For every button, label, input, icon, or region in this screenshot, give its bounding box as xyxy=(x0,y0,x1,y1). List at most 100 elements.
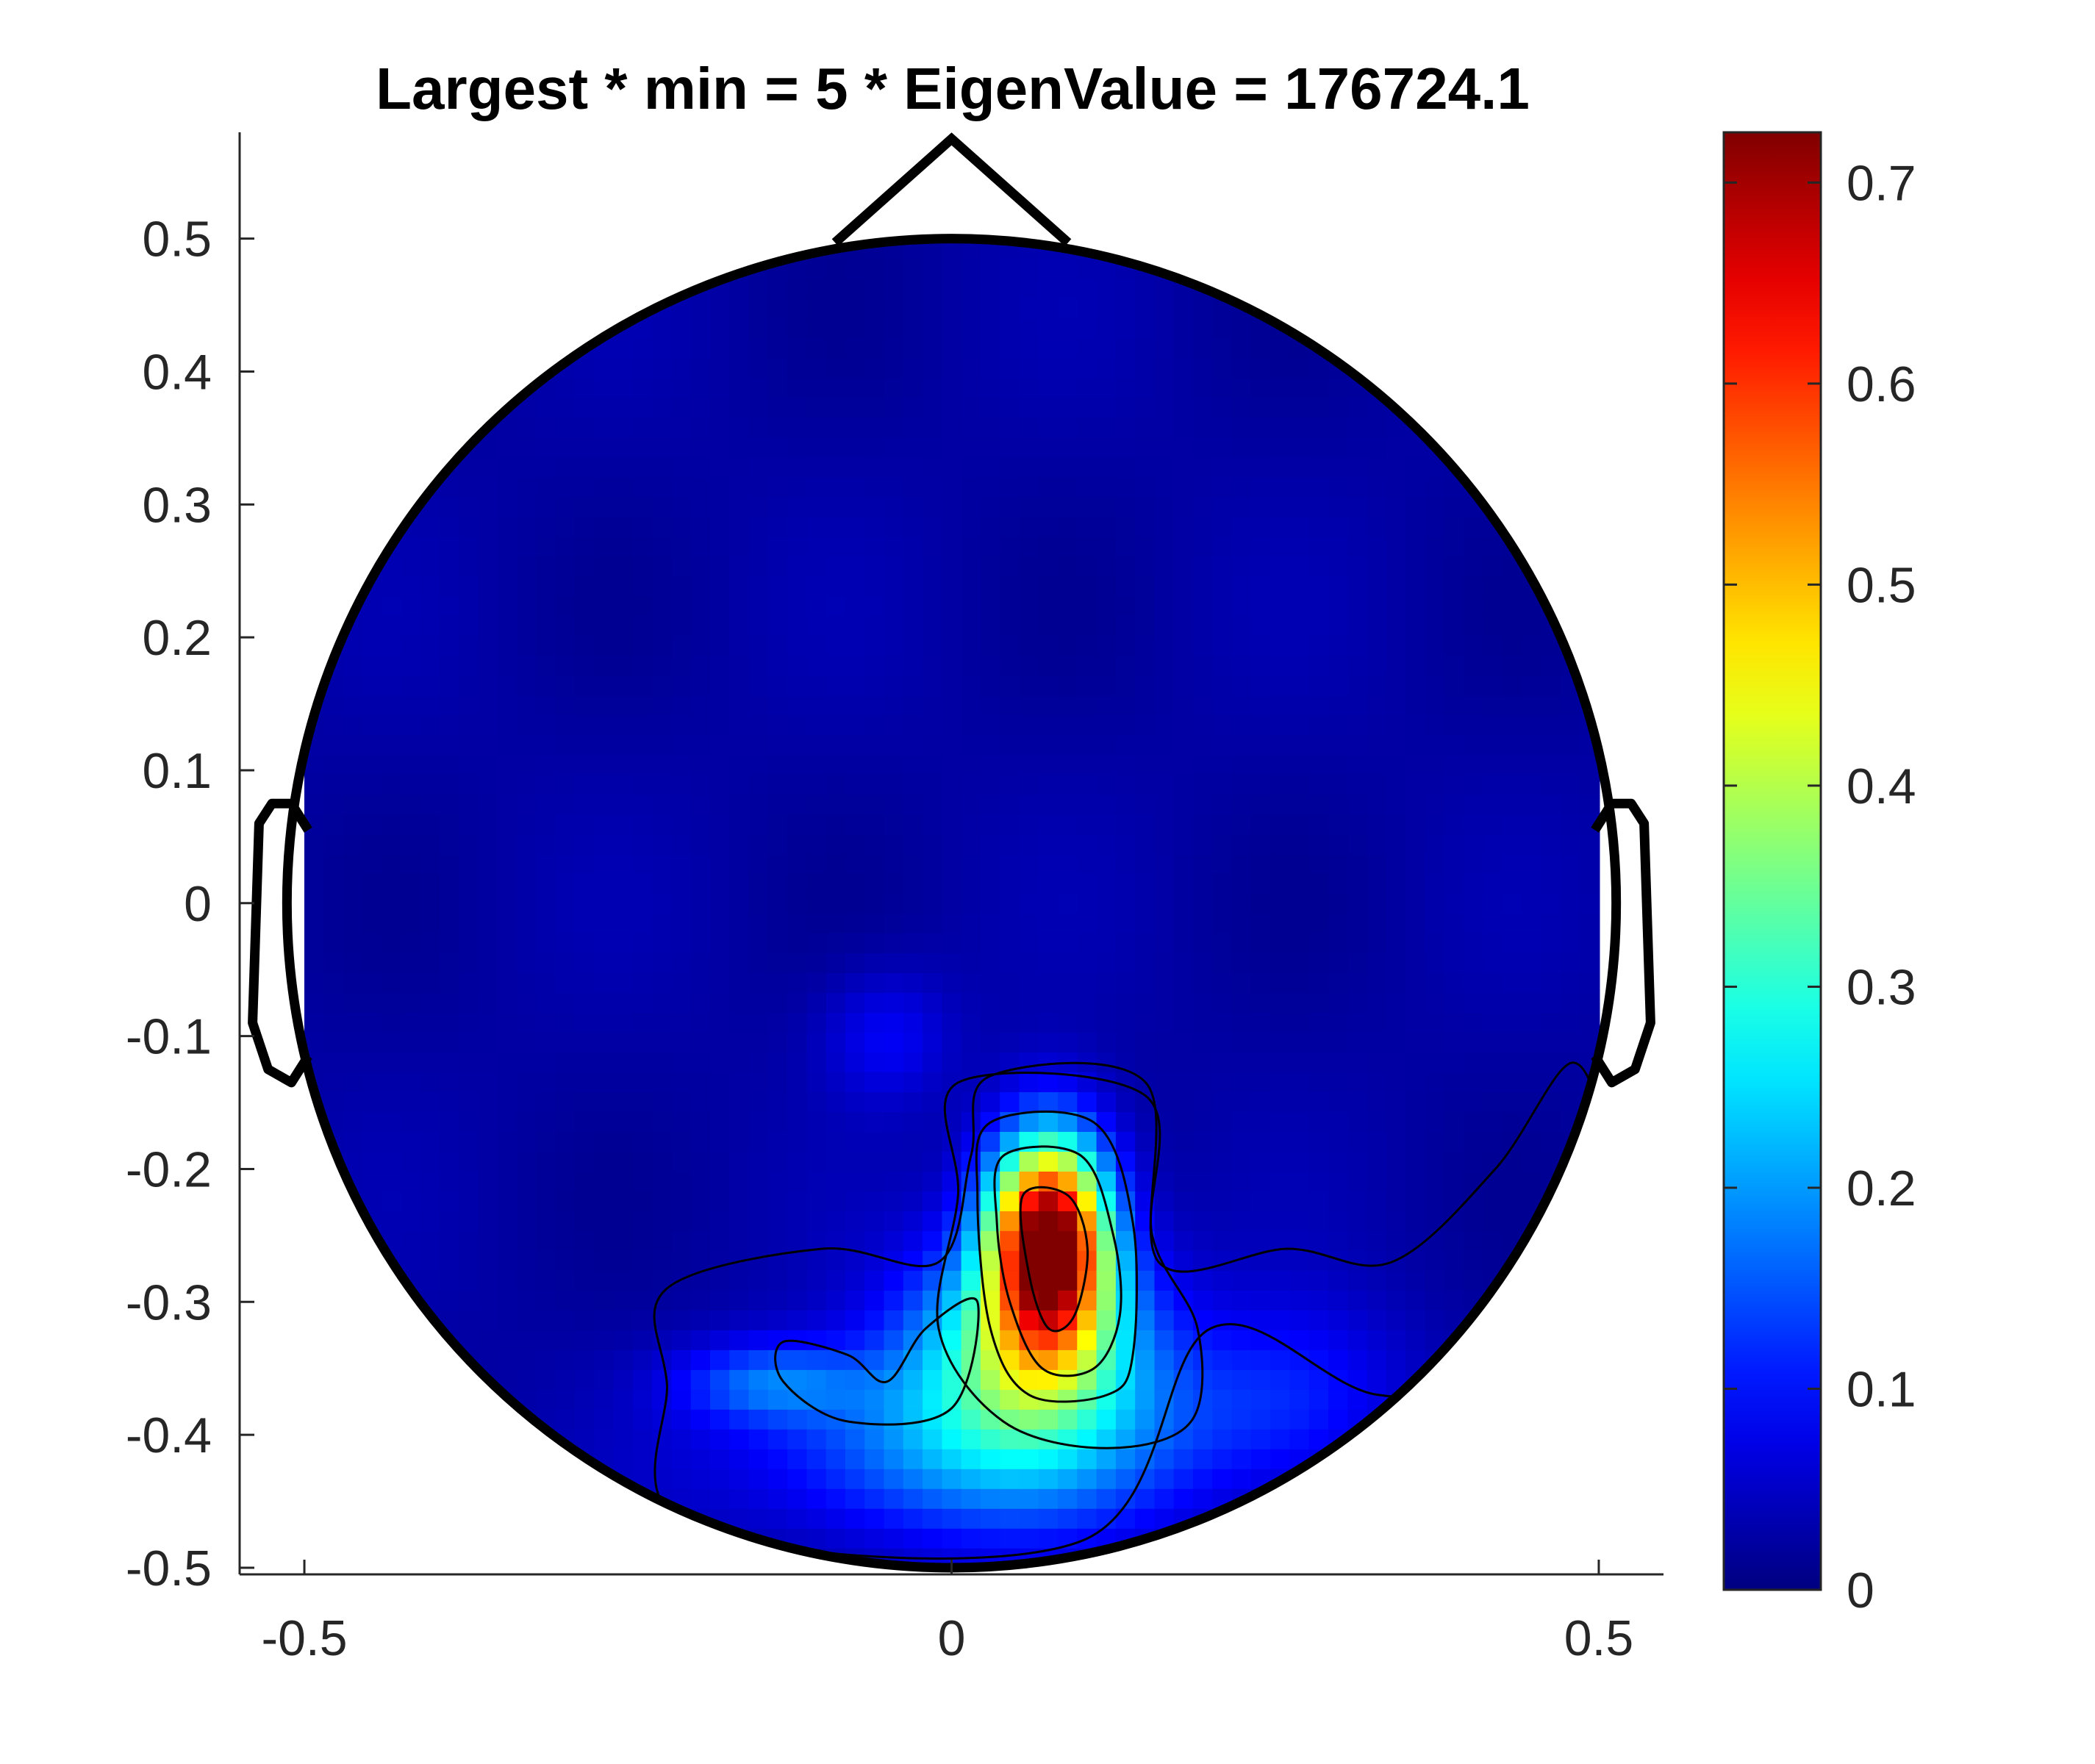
heatmap-cell xyxy=(1154,774,1175,795)
heatmap-cell xyxy=(1077,278,1098,299)
heatmap-cell xyxy=(980,933,1001,954)
heatmap-cell xyxy=(1000,1449,1020,1469)
heatmap-cell xyxy=(1270,714,1291,736)
heatmap-cell xyxy=(613,1151,634,1172)
heatmap-cell xyxy=(845,635,866,656)
heatmap-cell xyxy=(1173,1310,1195,1330)
heatmap-cell xyxy=(1386,1429,1407,1449)
heatmap-cell xyxy=(478,833,499,855)
heatmap-cell xyxy=(671,1191,692,1211)
heatmap-cell xyxy=(710,714,731,736)
heatmap-cell xyxy=(1270,972,1291,994)
heatmap-cell xyxy=(1386,1111,1407,1132)
heatmap-cell xyxy=(671,1091,692,1112)
heatmap-cell xyxy=(767,1012,789,1033)
heatmap-cell xyxy=(497,893,518,914)
heatmap-cell xyxy=(478,476,499,498)
heatmap-cell xyxy=(806,833,828,855)
heatmap-cell xyxy=(594,615,615,637)
heatmap-cell xyxy=(1019,496,1040,517)
heatmap-cell xyxy=(1541,675,1561,696)
heatmap-cell xyxy=(1386,1191,1407,1211)
heatmap-cell xyxy=(459,814,480,835)
heatmap-cell xyxy=(690,1389,712,1410)
heatmap-cell xyxy=(1347,774,1369,795)
heatmap-cell xyxy=(710,675,731,696)
heatmap-cell xyxy=(1038,258,1059,279)
heatmap-cell xyxy=(440,1270,460,1291)
heatmap-cell xyxy=(923,1191,943,1211)
heatmap-cell xyxy=(323,814,345,835)
heatmap-cell xyxy=(613,1508,634,1529)
heatmap-cell xyxy=(517,893,537,914)
heatmap-cell xyxy=(362,1111,383,1132)
heatmap-cell xyxy=(710,1488,731,1509)
heatmap-cell xyxy=(1019,953,1040,974)
heatmap-cell xyxy=(478,873,499,894)
heatmap-cell xyxy=(923,1131,943,1152)
heatmap-cell xyxy=(1425,992,1446,1014)
heatmap-cell xyxy=(1502,496,1523,517)
heatmap-cell xyxy=(1231,1449,1253,1469)
heatmap-cell xyxy=(478,576,499,597)
heatmap-cell xyxy=(1058,833,1078,855)
heatmap-cell xyxy=(884,675,905,696)
heatmap-cell xyxy=(1193,1171,1214,1191)
heatmap-cell xyxy=(497,476,518,498)
heatmap-cell xyxy=(787,417,808,438)
heatmap-cell xyxy=(767,318,789,339)
heatmap-cell xyxy=(594,1429,615,1449)
heatmap-cell xyxy=(1386,635,1407,656)
heatmap-cell xyxy=(1464,675,1484,696)
heatmap-cell xyxy=(980,1369,1001,1390)
heatmap-cell xyxy=(1483,1091,1504,1112)
heatmap-cell xyxy=(1250,913,1272,934)
heatmap-cell xyxy=(864,337,885,359)
heatmap-cell xyxy=(343,1131,364,1152)
heatmap-cell xyxy=(440,1091,460,1112)
heatmap-cell xyxy=(1405,1330,1426,1350)
heatmap-cell xyxy=(806,814,828,835)
heatmap-cell xyxy=(1019,675,1040,696)
heatmap-cell xyxy=(1386,774,1407,795)
heatmap-cell xyxy=(1173,1012,1195,1033)
heatmap-cell xyxy=(1231,615,1253,637)
heatmap-cell xyxy=(575,1349,595,1370)
heatmap-cell xyxy=(1058,496,1078,517)
y-tick-label: 0.5 xyxy=(142,212,212,268)
heatmap-cell xyxy=(575,1171,595,1191)
heatmap-cell xyxy=(1000,1528,1020,1549)
heatmap-cell xyxy=(478,754,499,775)
heatmap-cell xyxy=(1464,893,1484,914)
heatmap-cell xyxy=(671,318,692,339)
heatmap-cell xyxy=(1058,357,1078,379)
heatmap-cell xyxy=(710,1191,731,1211)
heatmap-cell xyxy=(980,655,1001,676)
heatmap-cell xyxy=(1154,1091,1175,1112)
heatmap-cell xyxy=(1135,873,1156,894)
heatmap-cell xyxy=(1328,556,1349,577)
heatmap-cell xyxy=(923,456,943,478)
heatmap-cell xyxy=(1096,992,1117,1014)
heatmap-cell xyxy=(729,1548,751,1568)
heatmap-cell xyxy=(1270,1290,1291,1311)
heatmap-cell xyxy=(690,953,712,974)
heatmap-cell xyxy=(1193,873,1214,894)
heatmap-cell xyxy=(1135,615,1156,637)
heatmap-cell xyxy=(1058,1449,1078,1469)
heatmap-cell xyxy=(1270,1310,1291,1330)
heatmap-cell xyxy=(652,516,673,537)
heatmap-cell xyxy=(594,1488,615,1509)
heatmap-cell xyxy=(1289,635,1311,656)
heatmap-cell xyxy=(1077,258,1098,279)
heatmap-cell xyxy=(864,476,885,498)
heatmap-cell xyxy=(1096,794,1117,815)
heatmap-cell xyxy=(1019,456,1040,478)
heatmap-cell xyxy=(1096,496,1117,517)
y-tick-label: -0.4 xyxy=(126,1408,212,1463)
heatmap-cell xyxy=(1250,516,1272,537)
heatmap-cell xyxy=(1308,536,1330,557)
heatmap-cell xyxy=(1000,814,1020,835)
heatmap-cell xyxy=(729,417,751,438)
heatmap-cell xyxy=(459,1389,480,1410)
